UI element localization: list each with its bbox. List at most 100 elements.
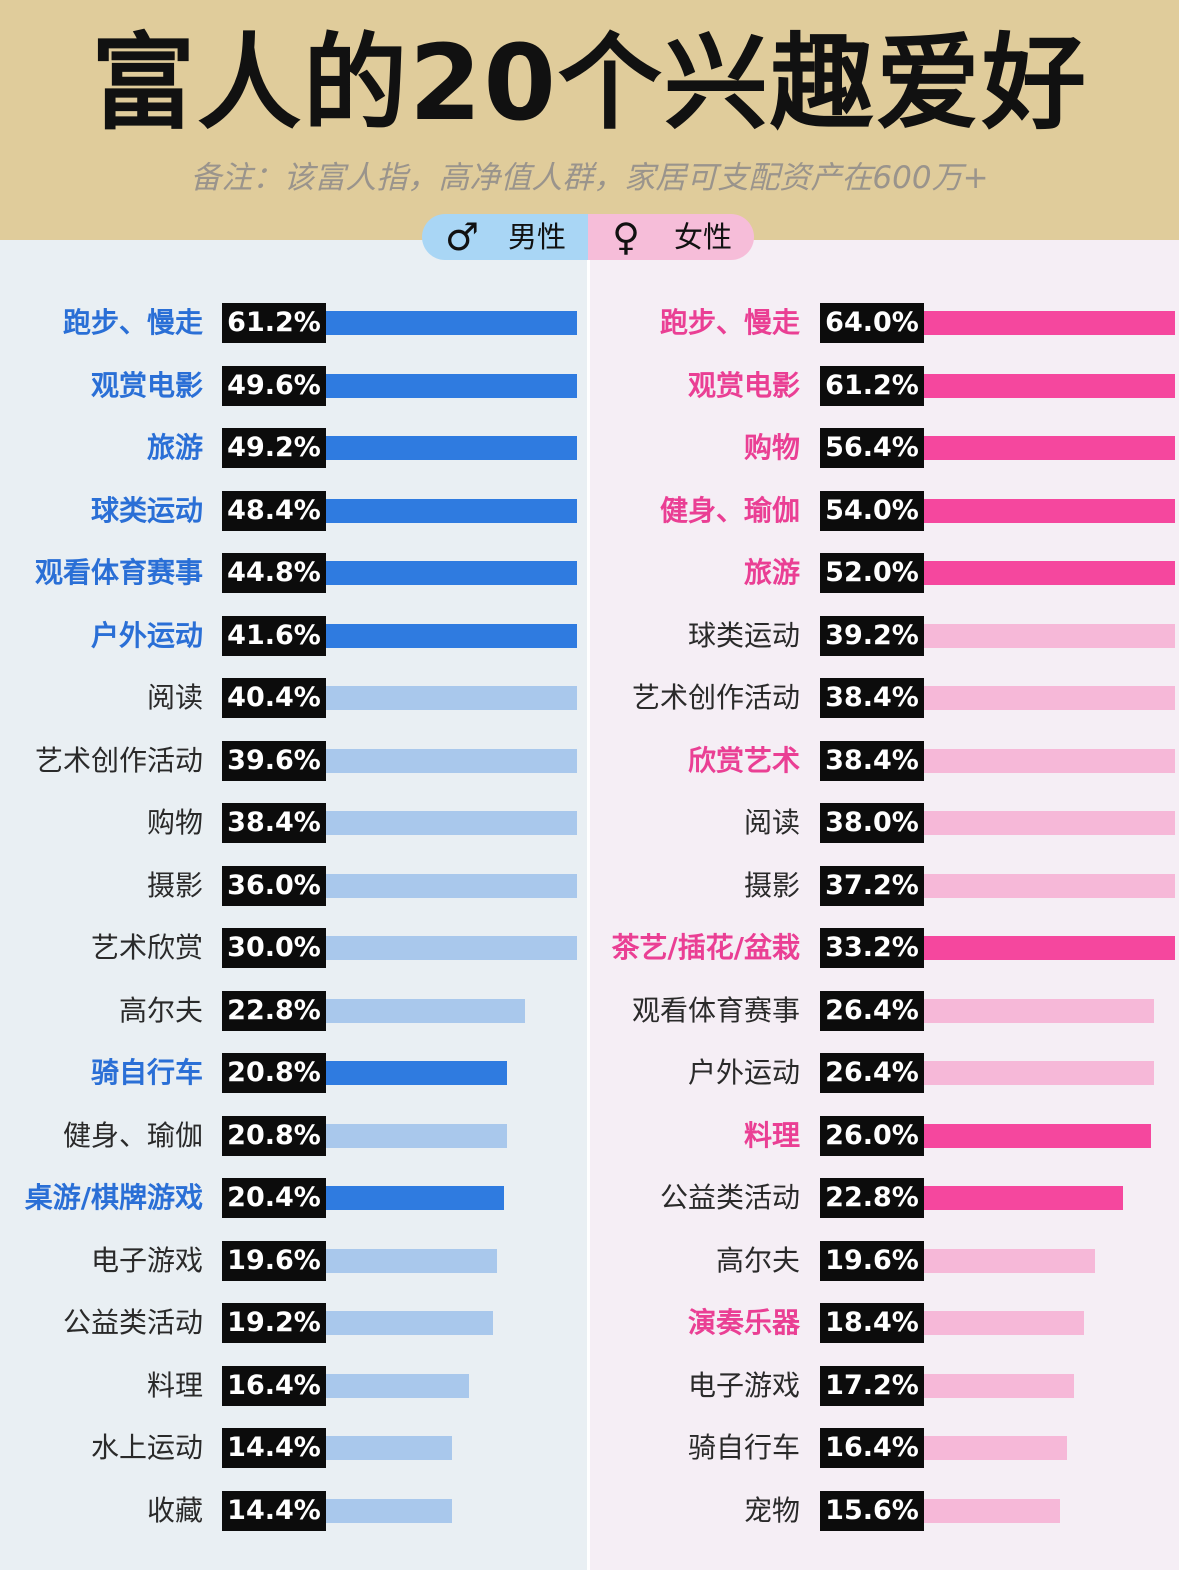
male-bar xyxy=(326,811,577,835)
female-value-label: 16.4% xyxy=(820,1428,924,1468)
female-value-label: 22.8% xyxy=(820,1178,924,1218)
male-category-label: 艺术创作活动 xyxy=(34,743,203,777)
female-category-label: 观赏电影 xyxy=(687,368,800,402)
female-category-label: 跑步、慢走 xyxy=(659,306,800,339)
female-value-label: 17.2% xyxy=(820,1365,924,1406)
male-value-label: 49.6% xyxy=(222,365,326,406)
male-bar xyxy=(326,373,577,398)
male-value-label: 19.2% xyxy=(222,1303,326,1343)
male-bar xyxy=(326,311,577,335)
male-value-label: 19.6% xyxy=(222,1240,326,1281)
male-value-label: 49.2% xyxy=(222,428,326,468)
female-category-label: 球类运动 xyxy=(687,618,800,652)
female-category-label: 艺术创作活动 xyxy=(631,681,800,714)
male-value-label: 44.8% xyxy=(222,553,326,593)
female-value-label: 38.4% xyxy=(820,678,924,718)
male-value-label: 30.0% xyxy=(222,928,326,968)
male-category-label: 阅读 xyxy=(146,681,203,714)
male-category-label: 骑自行车 xyxy=(90,1056,203,1089)
male-value-label: 38.4% xyxy=(222,803,326,843)
female-symbol-icon: ♀ xyxy=(612,215,640,259)
male-category-label: 桌游/棋牌游戏 xyxy=(24,1181,203,1214)
female-category-label: 宠物 xyxy=(743,1493,800,1527)
female-category-label: 观看体育赛事 xyxy=(631,993,800,1027)
female-value-label: 38.4% xyxy=(820,740,924,781)
female-bar xyxy=(924,436,1175,460)
female-bar xyxy=(924,498,1175,523)
center-divider xyxy=(587,240,590,1570)
female-bar xyxy=(924,1436,1067,1460)
female-value-label: 15.6% xyxy=(820,1490,924,1531)
female-bar xyxy=(924,373,1175,398)
male-category-label: 高尔夫 xyxy=(118,993,203,1027)
male-value-label: 22.8% xyxy=(222,990,326,1031)
female-bar xyxy=(924,873,1175,898)
female-category-label: 旅游 xyxy=(743,556,800,589)
male-bar xyxy=(326,998,525,1023)
female-bar xyxy=(924,748,1175,773)
legend-male-label: 男性 xyxy=(508,220,567,254)
male-bar xyxy=(326,498,577,523)
male-value-label: 16.4% xyxy=(222,1365,326,1406)
female-value-label: 26.4% xyxy=(820,1053,924,1093)
female-value-label: 26.4% xyxy=(820,990,924,1031)
female-bar xyxy=(924,311,1175,335)
male-value-label: 48.4% xyxy=(222,490,326,531)
female-bar xyxy=(924,1498,1061,1523)
male-category-label: 购物 xyxy=(146,806,203,839)
male-bar xyxy=(326,1061,508,1085)
male-value-label: 20.4% xyxy=(222,1178,326,1218)
male-bar xyxy=(326,873,577,898)
female-value-label: 64.0% xyxy=(820,303,924,343)
female-value-label: 61.2% xyxy=(820,365,924,406)
male-bar xyxy=(326,1123,508,1148)
female-value-label: 37.2% xyxy=(820,865,924,906)
male-category-label: 收藏 xyxy=(146,1493,203,1527)
female-value-label: 39.2% xyxy=(820,615,924,656)
male-value-label: 41.6% xyxy=(222,615,326,656)
male-symbol-icon: ♂ xyxy=(444,215,480,259)
male-bar xyxy=(326,686,577,710)
female-category-label: 欣赏艺术 xyxy=(687,743,800,777)
female-value-label: 56.4% xyxy=(820,428,924,468)
male-value-label: 14.4% xyxy=(222,1428,326,1468)
male-category-label: 旅游 xyxy=(146,431,203,464)
female-category-label: 电子游戏 xyxy=(687,1368,800,1402)
header-banner: 富人的20个兴趣爱好 备注：该富人指，高净值人群，家居可支配资产在600万+ xyxy=(0,0,1179,240)
female-bar xyxy=(924,998,1155,1023)
legend-male: ♂ 男性 xyxy=(422,214,592,260)
male-category-label: 健身、瑜伽 xyxy=(62,1118,203,1152)
male-bar xyxy=(326,1373,469,1398)
male-bar xyxy=(326,1311,494,1335)
female-category-label: 料理 xyxy=(743,1118,800,1152)
male-bar xyxy=(326,936,577,960)
female-bar xyxy=(924,561,1175,585)
female-bar xyxy=(924,1061,1155,1085)
female-value-label: 52.0% xyxy=(820,553,924,593)
female-value-label: 19.6% xyxy=(820,1240,924,1281)
female-value-label: 38.0% xyxy=(820,803,924,843)
female-category-label: 购物 xyxy=(743,431,800,464)
female-value-label: 26.0% xyxy=(820,1115,924,1156)
female-category-label: 阅读 xyxy=(743,806,800,839)
male-value-label: 14.4% xyxy=(222,1490,326,1531)
female-bar xyxy=(924,1373,1074,1398)
male-value-label: 61.2% xyxy=(222,303,326,343)
legend-female: ♀ 女性 xyxy=(588,214,754,260)
male-category-label: 户外运动 xyxy=(90,618,203,652)
male-value-label: 40.4% xyxy=(222,678,326,718)
male-bar xyxy=(326,748,577,773)
male-category-label: 跑步、慢走 xyxy=(62,306,203,339)
male-category-label: 公益类活动 xyxy=(62,1306,203,1339)
female-category-label: 户外运动 xyxy=(687,1056,800,1089)
male-category-label: 观赏电影 xyxy=(90,368,203,402)
male-bar xyxy=(326,1186,504,1210)
female-value-label: 18.4% xyxy=(820,1303,924,1343)
female-bar xyxy=(924,811,1175,835)
page-title: 富人的20个兴趣爱好 xyxy=(91,22,1088,144)
female-category-label: 健身、瑜伽 xyxy=(659,493,800,527)
female-bar xyxy=(924,1123,1151,1148)
female-category-label: 公益类活动 xyxy=(659,1181,800,1214)
female-category-label: 骑自行车 xyxy=(687,1431,800,1464)
male-category-label: 电子游戏 xyxy=(90,1243,203,1277)
